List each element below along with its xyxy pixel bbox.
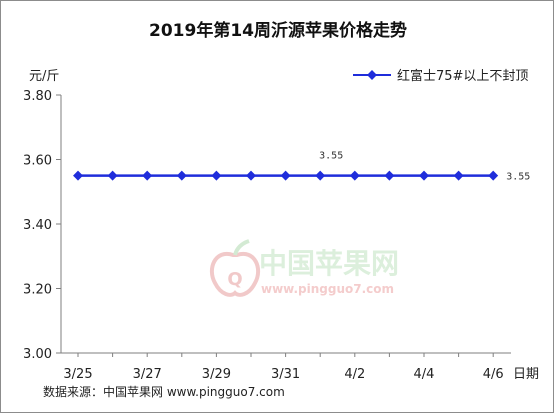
data-point bbox=[419, 170, 429, 181]
chart-title: 2019年第14周沂源苹果价格走势 bbox=[149, 20, 407, 41]
data-label: 3.55 bbox=[506, 172, 530, 183]
data-point bbox=[211, 170, 222, 181]
watermark-url: www.pingguo7.com bbox=[261, 282, 394, 296]
apple-logo-icon: Q bbox=[209, 239, 261, 297]
data-source: 数据来源：中国苹果网 www.pingguo7.com bbox=[43, 384, 285, 399]
data-point bbox=[349, 170, 360, 181]
x-tick-label: 3/27 bbox=[133, 367, 162, 382]
x-tick-label: 4/4 bbox=[414, 367, 435, 382]
y-tick-label: 3.80 bbox=[23, 89, 52, 104]
x-axis-label: 日期 bbox=[513, 367, 539, 382]
data-point bbox=[280, 170, 291, 181]
x-tick-label: 4/6 bbox=[483, 367, 504, 382]
x-ticks: 3/25 3/27 3/29 3/31 4/2 4/4 4/6 bbox=[63, 353, 504, 382]
data-point bbox=[384, 170, 395, 181]
data-point bbox=[488, 170, 499, 181]
x-tick-label: 3/25 bbox=[63, 367, 92, 382]
y-axis-label: 元/斤 bbox=[29, 69, 59, 84]
x-tick-label: 4/2 bbox=[344, 367, 365, 382]
x-tick-label: 3/29 bbox=[202, 367, 231, 382]
data-point bbox=[176, 170, 187, 181]
watermark: Q 中国苹果网 www.pingguo7.com bbox=[209, 239, 399, 297]
data-point bbox=[246, 170, 256, 181]
data-point bbox=[73, 170, 83, 181]
y-ticks: 3.00 3.20 3.40 3.60 3.80 bbox=[23, 89, 61, 362]
y-tick-label: 3.00 bbox=[23, 347, 52, 362]
y-tick-label: 3.40 bbox=[23, 218, 52, 233]
legend-marker bbox=[367, 70, 377, 80]
y-tick-label: 3.20 bbox=[23, 283, 52, 298]
watermark-text: 中国苹果网 bbox=[259, 247, 399, 280]
data-label: 3.55 bbox=[319, 151, 343, 162]
data-point bbox=[315, 170, 326, 181]
series-group bbox=[73, 170, 499, 181]
data-point bbox=[142, 170, 153, 181]
x-tick-label: 3/31 bbox=[271, 367, 300, 382]
data-point bbox=[107, 170, 118, 181]
data-point bbox=[453, 170, 464, 181]
legend: 红富士75#以上不封顶 bbox=[353, 68, 528, 84]
legend-label: 红富士75#以上不封顶 bbox=[397, 68, 528, 84]
y-tick-label: 3.60 bbox=[23, 154, 52, 169]
svg-text:Q: Q bbox=[227, 269, 242, 290]
data-labels: 3.55 3.55 bbox=[319, 151, 530, 183]
